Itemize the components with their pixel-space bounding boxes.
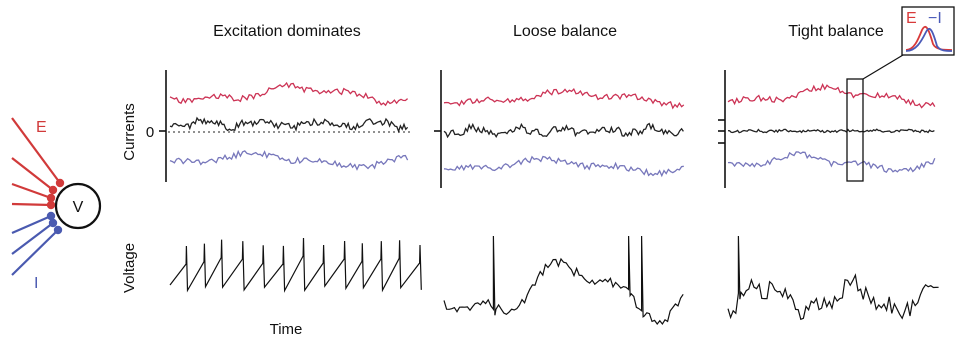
excitatory-synapse-1-axon <box>11 117 61 184</box>
inhibitory-synapse-2-terminal <box>48 218 58 228</box>
inhibitory-synapse-2-axon <box>11 222 54 255</box>
zero-tick-label: 0 <box>146 124 154 141</box>
excitatory-synapse-3-axon <box>11 182 52 200</box>
panel-title-excitation: Excitation dominates <box>213 23 361 40</box>
net-current-trace-loose <box>443 122 684 139</box>
inhibitory-current-trace-excitation <box>169 149 409 171</box>
excitatory-synapse-3-terminal <box>46 193 56 203</box>
voltage-trace-tight <box>727 235 939 321</box>
panel-title-loose: Loose balance <box>513 23 617 40</box>
neuron-cell <box>54 182 102 230</box>
excitatory-synapse-4-axon <box>11 202 52 207</box>
excitatory-synapse-2-terminal <box>48 185 58 195</box>
inset-e-label: E <box>906 10 917 27</box>
inhibitory-current-trace-tight <box>727 151 936 174</box>
inhibitory-synapse-1-axon <box>11 214 52 235</box>
excitatory-current-trace-excitation <box>169 81 409 107</box>
inset-inhibitory-trace <box>905 27 953 52</box>
inset-i-label: −I <box>928 10 942 27</box>
net-current-trace-tight <box>727 128 935 134</box>
panel-title-tight: Tight balance <box>788 23 884 40</box>
inhibitory-synapse-1-terminal <box>46 211 56 221</box>
zoom-box <box>846 78 864 182</box>
inhibitory-input-label: I <box>34 275 38 292</box>
excitatory-synapse-1-terminal <box>55 178 65 188</box>
voltage-trace-excitation <box>169 237 422 293</box>
synapse-group <box>11 117 65 276</box>
time-axis-label: Time <box>270 321 303 338</box>
excitatory-synapse-4-terminal <box>46 200 56 210</box>
inhibitory-synapse-3-terminal <box>53 225 63 235</box>
excitatory-current-trace-loose <box>443 87 685 110</box>
inhibitory-synapse-3-axon <box>11 229 59 276</box>
net-current-trace-excitation <box>169 116 409 134</box>
neuron-cell-label: V <box>73 199 84 216</box>
excitatory-current-trace-tight <box>727 83 936 109</box>
voltage-axis-label: Voltage <box>121 243 138 293</box>
zoom-connector <box>862 54 904 80</box>
excitatory-synapse-2-axon <box>11 157 54 191</box>
voltage-trace-loose <box>443 235 684 326</box>
inhibitory-current-trace-loose <box>443 155 684 178</box>
currents-axis-label: Currents <box>121 103 138 161</box>
excitatory-input-label: E <box>36 119 47 136</box>
